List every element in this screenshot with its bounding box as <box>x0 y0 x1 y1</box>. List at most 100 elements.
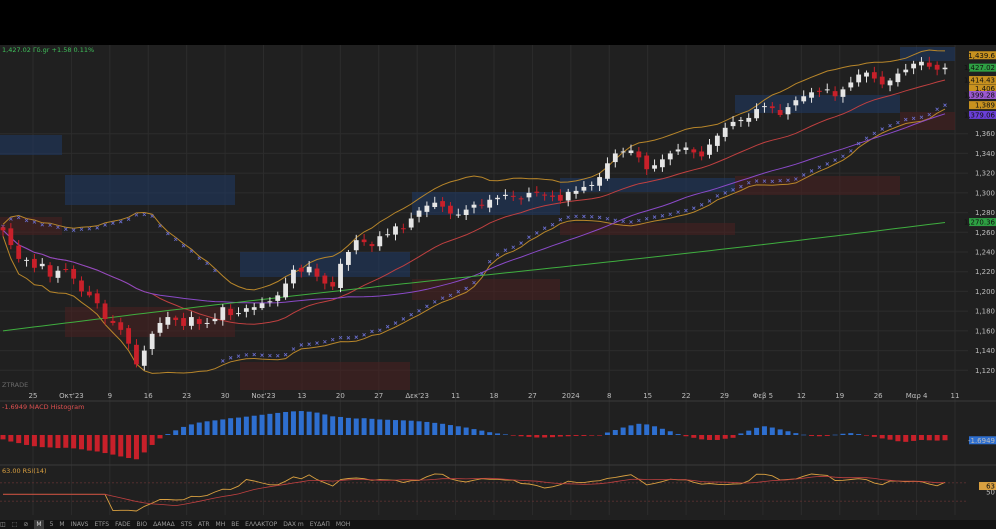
parabolic-sar-marker <box>354 335 359 339</box>
toolbar-button[interactable]: BIO <box>136 521 148 528</box>
macd-bar <box>330 416 336 435</box>
parabolic-sar-marker <box>32 220 37 224</box>
parabolic-sar-marker <box>637 218 641 223</box>
macd-bar <box>856 434 862 435</box>
parabolic-sar-marker <box>943 103 947 107</box>
candle-body <box>8 228 14 246</box>
macd-bar <box>832 434 838 436</box>
toolbar-button[interactable]: ETFS <box>94 521 110 528</box>
x-tick-label: 2024 <box>562 392 580 400</box>
bottom-toolbar[interactable]: ◫ ⬚ ⊘ M 5 M INAVS ETFS FADE BIO ΔΑΜΑΔ STS ATR MH BE ΕΛΛ… <box>0 520 996 529</box>
toolbar-button[interactable]: ΜΟΗ <box>335 521 351 528</box>
candle-body <box>738 119 744 122</box>
candle-body <box>644 155 650 170</box>
macd-bar <box>691 435 697 438</box>
y-tick-label: 1,360 <box>975 130 995 138</box>
toolbar-button[interactable]: M <box>34 520 44 529</box>
macd-bar <box>39 435 45 448</box>
candle-body <box>455 214 461 216</box>
toolbar-button[interactable]: STS <box>180 521 193 528</box>
parabolic-sar-marker <box>385 324 390 329</box>
candle-body <box>330 282 336 287</box>
parabolic-sar-marker <box>118 219 123 224</box>
macd-bar <box>754 427 760 435</box>
candle-body <box>754 109 759 119</box>
macd-bar <box>589 435 595 436</box>
macd-bar <box>534 435 540 438</box>
x-tick-label: Δεκ'23 <box>405 392 429 400</box>
toolbar-button[interactable]: M <box>59 521 65 528</box>
candle-body <box>204 322 210 324</box>
candle-body <box>220 307 226 320</box>
candle-body <box>895 73 901 83</box>
candle-body <box>691 149 697 153</box>
candle-body <box>573 190 579 194</box>
toolbar-button[interactable]: BE <box>231 521 240 528</box>
candle-body <box>385 234 391 236</box>
candle-body <box>400 228 406 230</box>
candle-body <box>683 147 689 150</box>
toolbar-button[interactable]: ⊘ <box>23 521 29 528</box>
parabolic-sar-marker <box>550 222 555 227</box>
macd-bar <box>408 420 414 435</box>
chart-area[interactable]: 1,427.02 Γδ.gr +1.58 0.11% ZTRADE -1.694… <box>0 45 996 529</box>
y-tick-label: 1,220 <box>975 268 995 276</box>
toolbar-button[interactable]: ⬚ <box>11 521 18 528</box>
macd-bar <box>510 435 516 436</box>
macd-bar <box>628 425 634 435</box>
toolbar-button[interactable]: INAVS <box>70 521 89 528</box>
parabolic-sar-marker <box>872 131 877 136</box>
candle-body <box>63 269 69 271</box>
parabolic-sar-marker <box>472 280 476 285</box>
price-zone <box>735 95 900 113</box>
candle-body <box>149 333 155 350</box>
price-zone <box>900 112 955 130</box>
price-label-bg <box>969 110 996 119</box>
candle-body <box>793 100 799 106</box>
price-zone <box>560 178 735 192</box>
toolbar-button[interactable]: ◫ <box>0 521 6 528</box>
macd-bar <box>761 426 767 435</box>
sma50-line <box>2 113 946 304</box>
macd-bar <box>188 424 194 435</box>
toolbar-button[interactable]: ΕΛΛΑΚΤΟΡ <box>245 521 278 528</box>
macd-bar <box>620 427 626 435</box>
price-label-bg <box>969 76 996 85</box>
candle-body <box>503 194 508 196</box>
toolbar-button[interactable]: ΕΥΔΑΠ <box>309 521 330 528</box>
x-tick-label: 27 <box>528 392 537 400</box>
candle-body <box>871 72 877 79</box>
toolbar-button[interactable]: MH <box>215 521 226 528</box>
parabolic-sar-marker <box>142 212 147 217</box>
toolbar-button[interactable]: ATR <box>198 521 210 528</box>
parabolic-sar-marker <box>770 179 775 184</box>
macd-bar <box>699 435 705 440</box>
price-label: 1,270.36 <box>964 219 996 227</box>
parabolic-sar-marker <box>205 261 209 266</box>
chart-svg[interactable]: 1,427.02 Γδ.gr +1.58 0.11% ZTRADE -1.694… <box>0 45 996 520</box>
candle-body <box>714 135 720 146</box>
parabolic-sar-marker <box>338 335 343 340</box>
candle-body <box>212 319 218 322</box>
parabolic-sar-marker <box>684 208 688 213</box>
toolbar-button[interactable]: ΔΑΜΑΔ <box>153 521 175 528</box>
toolbar-button[interactable]: FADE <box>115 521 131 528</box>
toolbar-button[interactable]: DAX m <box>283 521 304 528</box>
parabolic-sar-marker <box>487 259 492 264</box>
candle-body <box>534 191 540 193</box>
parabolic-sar-marker <box>189 249 194 253</box>
toolbar-button[interactable]: 5 <box>49 521 54 528</box>
parabolic-sar-marker <box>833 158 837 162</box>
macd-bar <box>212 420 218 435</box>
candle-body <box>699 151 705 157</box>
candle-body <box>824 89 830 91</box>
price-label-bg <box>969 218 996 227</box>
macd-bar <box>864 435 869 436</box>
y-tick-label: 1,240 <box>975 249 995 257</box>
macd-bar <box>557 435 563 437</box>
candle-body <box>16 245 22 259</box>
macd-bar <box>809 435 815 436</box>
macd-bar <box>550 435 555 438</box>
candle-body <box>934 64 940 70</box>
candle-body <box>448 205 453 214</box>
